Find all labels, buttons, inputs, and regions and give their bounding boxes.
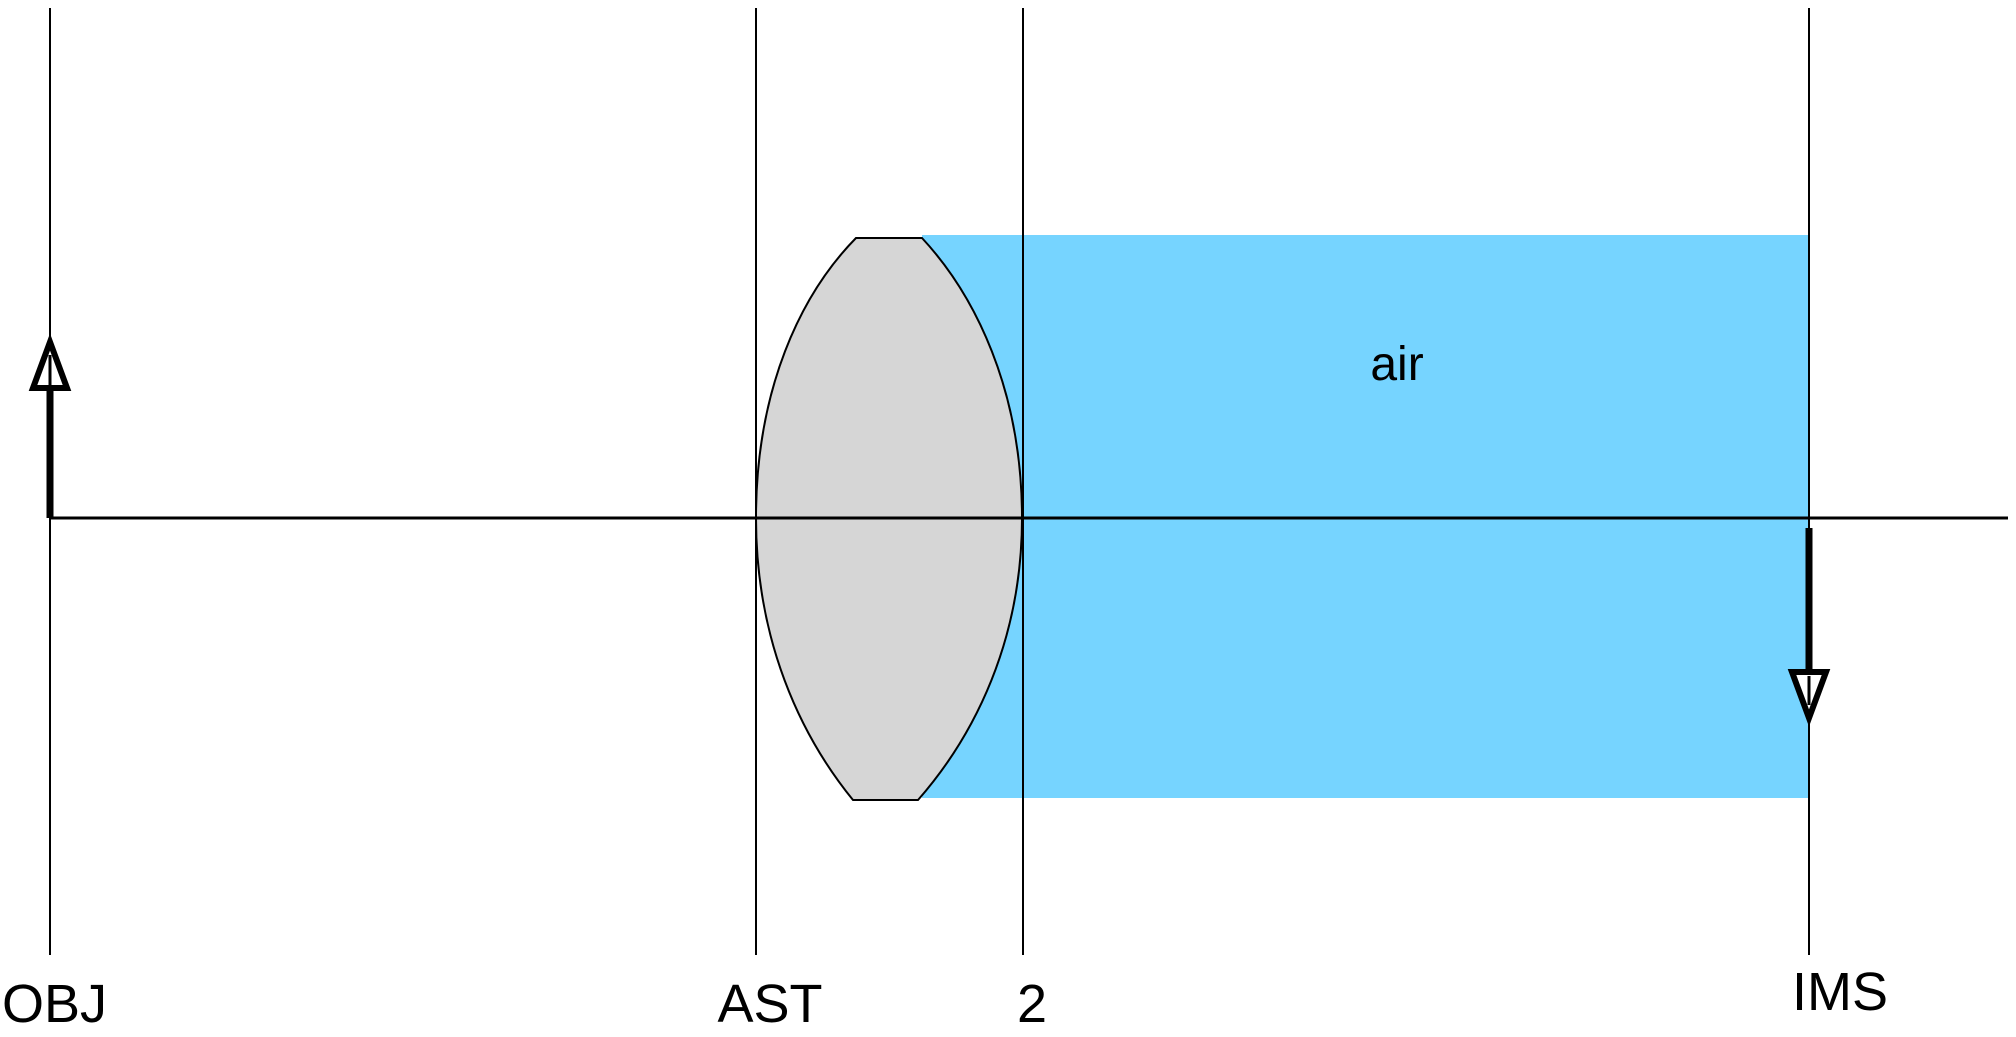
object-arrow: [28, 333, 72, 518]
surface-label-ims: IMS: [1792, 962, 1888, 1022]
surface-label-ast: AST: [717, 974, 822, 1034]
surface-label-obj: OBJ: [2, 974, 107, 1034]
surface-label-2: 2: [1017, 974, 1047, 1034]
image-arrow: [1787, 528, 1831, 727]
air-medium-label: air: [1370, 338, 1423, 391]
